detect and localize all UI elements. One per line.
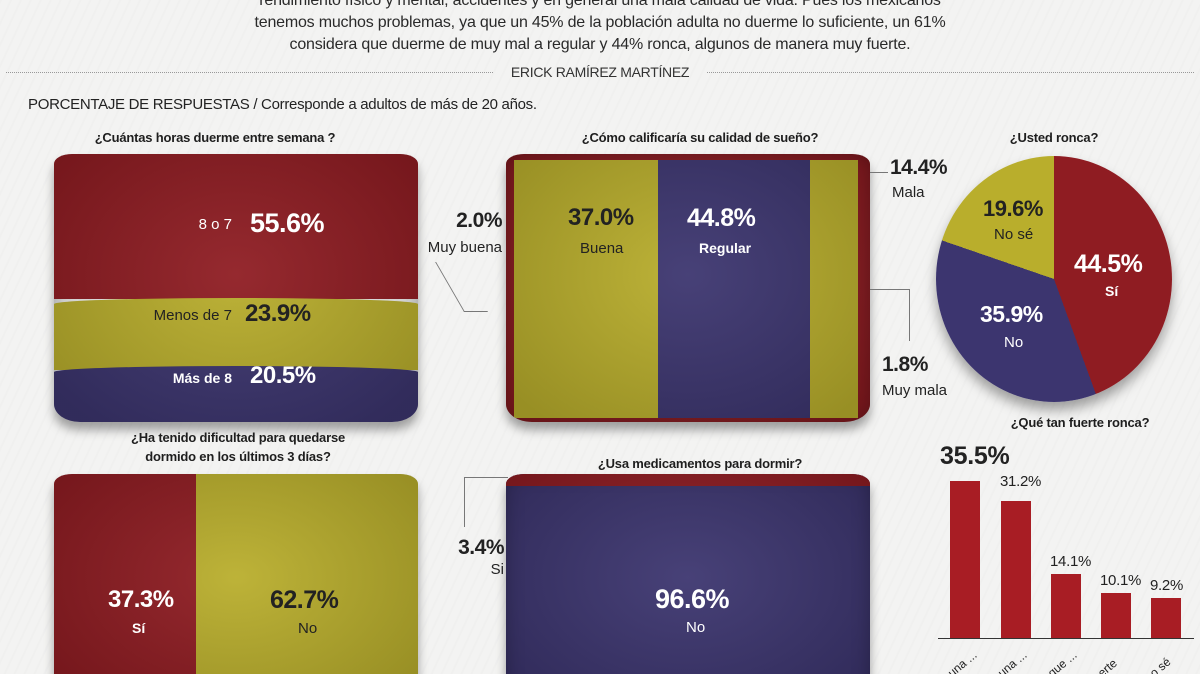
author-byline: ERICK RAMÍREZ MARTÍNEZ (510, 64, 690, 80)
q1-band-menos7 (54, 298, 418, 370)
intro-line-3: considera que duerme de muy mal a regula… (289, 36, 911, 53)
q4-title-line-1: ¿Ha tenido dificultad para quedarse (130, 430, 346, 445)
q3-value-nose: 19.6% (983, 196, 1043, 221)
q5-pillow-chart (506, 474, 870, 674)
divider-left (6, 71, 493, 73)
intro-line-2: tenemos muchos problemas, ya que un 45% … (254, 14, 946, 31)
q1-value-8o7: 55.6% (250, 208, 325, 238)
q5-si-label-wrap: Si (444, 562, 504, 577)
q5-band-si (506, 474, 870, 486)
q3-label-no: No (1004, 334, 1024, 351)
q1-band-8o7 (54, 154, 418, 299)
q2-value-mala: 14.4% (890, 156, 948, 179)
q5-label-si: Si (490, 561, 504, 578)
q6-category-5: o sé (1147, 654, 1174, 674)
q5-si-callout: 3.4% (444, 537, 504, 558)
q5-label-no: No (686, 619, 706, 636)
q1-value-mas8: 20.5% (250, 362, 316, 389)
q6-bar-3 (1051, 574, 1081, 639)
q6-bar-1 (950, 481, 980, 639)
q1-value-menos7: 23.9% (245, 300, 311, 327)
q2-value-regular: 44.8% (687, 204, 756, 232)
q1-pillow-chart (54, 154, 418, 422)
q2-label-muymala: Muy mala (882, 382, 948, 399)
q2-band-buena (514, 160, 658, 418)
chart-subtitle: PORCENTAJE DE RESPUESTAS / Corresponde a… (28, 96, 537, 113)
q2-band-mala (810, 160, 858, 418)
byline-row: ERICK RAMÍREZ MARTÍNEZ (0, 62, 1200, 82)
q1-label-menos7: Menos de 7 (153, 307, 232, 324)
q4-title-line-2: dormido en los últimos 3 días? (145, 449, 331, 464)
q2-muybuena-leader (435, 262, 488, 312)
q5-title: ¿Usa medicamentos para dormir? (597, 456, 803, 471)
q4-band-si (54, 474, 196, 674)
divider-right (707, 71, 1195, 73)
q2-muymala-leader (870, 289, 910, 341)
q6-bar-value-1: 35.5% (940, 442, 1010, 470)
q4-band-no (196, 474, 418, 674)
q2-value-muymala: 1.8% (882, 353, 928, 376)
q2-label-regular: Regular (699, 240, 752, 256)
q1-label-8o7: 8 o 7 (198, 216, 232, 233)
q5-value-no: 96.6% (655, 584, 730, 614)
q4-label-si: Sí (132, 620, 146, 636)
q6-category-3: que ... (1045, 647, 1080, 674)
q3-value-no: 35.9% (980, 301, 1043, 327)
q2-muymala-label-wrap: Muy mala (882, 383, 947, 398)
q6-category-2: una ... (995, 647, 1030, 674)
q2-muybuena-label-wrap: Muy buena (424, 240, 502, 255)
q6-x-axis (938, 638, 1194, 639)
q2-pillow-chart (506, 154, 870, 422)
q2-value-muybuena: 2.0% (456, 209, 502, 232)
q6-bar-value-4: 10.1% (1100, 572, 1142, 589)
q2-mala-label-wrap: Mala (892, 185, 925, 200)
q1-title: ¿Cuántas horas duerme entre semana ? (94, 130, 336, 145)
intro-line-1: rendimiento físico y mental, accidentes … (259, 0, 941, 9)
q4-title: ¿Ha tenido dificultad para quedarse dorm… (100, 428, 376, 466)
q4-value-no: 62.7% (270, 586, 339, 614)
q3-pie-chart (936, 156, 1172, 402)
q6-title: ¿Qué tan fuerte ronca? (1010, 415, 1150, 430)
q1-label-mas8: Más de 8 (172, 370, 232, 386)
q6-bar-4 (1101, 593, 1131, 639)
q3-label-si: Sí (1105, 283, 1119, 299)
q2-muymala-callout: 1.8% (882, 354, 928, 375)
q6-bar-value-3: 14.1% (1050, 553, 1092, 570)
q6-bar-5 (1151, 598, 1181, 639)
q5-si-leader (464, 477, 508, 527)
q2-title: ¿Cómo calificaría su calidad de sueño? (581, 130, 819, 145)
q6-bar-value-5: 9.2% (1150, 577, 1183, 594)
q2-value-buena: 37.0% (568, 204, 634, 231)
q2-label-buena: Buena (580, 240, 624, 257)
q6-bar-2 (1001, 501, 1031, 639)
q6-bar-chart: 35.5% 31.2% 14.1% 10.1% 9.2% una ... una… (938, 442, 1194, 674)
q2-mala-callout: 14.4% (890, 156, 948, 179)
q2-band-regular (658, 160, 810, 418)
q6-bar-value-2: 31.2% (1000, 473, 1042, 490)
q3-title: ¿Usted ronca? (1009, 130, 1099, 145)
q2-label-mala: Mala (892, 184, 925, 201)
q4-label-no: No (298, 620, 318, 637)
q2-label-muybuena: Muy buena (427, 239, 502, 256)
q2-muybuena-callout: 2.0% (444, 210, 502, 231)
q4-pillow-chart (54, 474, 418, 674)
q1-band-mas8 (54, 366, 418, 422)
q6-category-1: una ... (945, 647, 980, 674)
q3-label-nose: No sé (994, 226, 1034, 243)
q4-value-si: 37.3% (108, 586, 174, 613)
q5-value-si: 3.4% (458, 536, 504, 559)
intro-paragraph: rendimiento físico y mental, accidentes … (0, 0, 1200, 56)
q2-mala-leader (870, 172, 888, 173)
q6-category-4: erte (1095, 655, 1120, 674)
q3-value-si: 44.5% (1074, 250, 1143, 278)
